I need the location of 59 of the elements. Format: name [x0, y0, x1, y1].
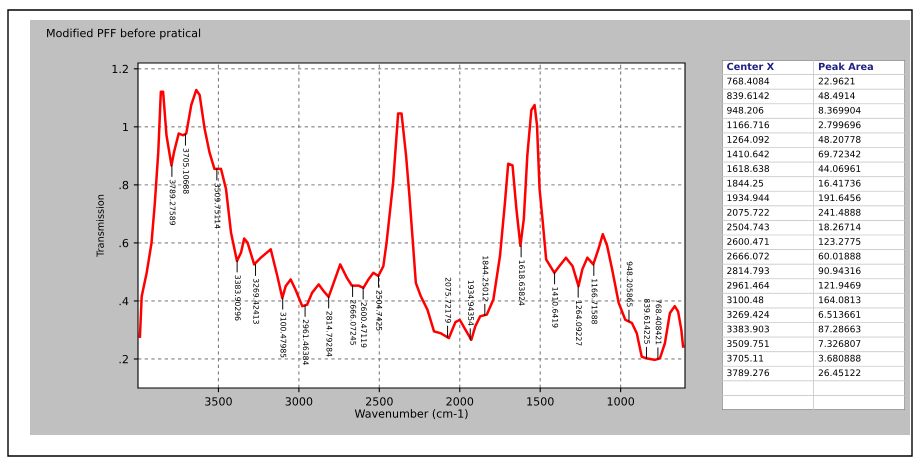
- category-label: 3100.48: [727, 296, 764, 304]
- data-label: 6.513661: [818, 311, 860, 318]
- data-label: 241.4888: [818, 208, 861, 216]
- x-tick-label: 2500: [366, 397, 393, 406]
- data-label: 16.41736: [819, 180, 861, 187]
- y-tick-label: 1.2: [112, 64, 128, 74]
- series-label: Peak Area: [818, 62, 873, 70]
- x-tick-label: 3500: [205, 397, 232, 406]
- category-label: 3383.903: [727, 326, 769, 332]
- category-label: 839.6142: [727, 92, 769, 100]
- data-label: 60.01888: [818, 252, 861, 260]
- category-label: 1618.638: [728, 165, 770, 172]
- y-tick-label: .6: [120, 238, 128, 248]
- x-tick-label: 1000: [608, 397, 634, 406]
- category-label: 1934.944: [728, 194, 770, 202]
- data-label: 164.0813: [819, 296, 860, 304]
- y-axis-title: Transmission: [96, 194, 104, 257]
- data-label: 8.369904: [818, 106, 861, 114]
- data-label: 2.799696: [818, 121, 861, 128]
- category-label: 948.206: [727, 106, 764, 114]
- category-label: 1166.716: [728, 121, 770, 128]
- category-label: 3705.11: [727, 354, 764, 362]
- x-tick-label: 1500: [527, 397, 554, 406]
- category-label: 3789.276: [727, 369, 770, 376]
- category-label: 2666.072: [727, 252, 769, 260]
- x-tick-label: 3000: [286, 397, 312, 406]
- data-label: 87.28663: [818, 326, 860, 332]
- data-label: 7.326807: [818, 340, 860, 347]
- category-label: 1844.25: [728, 180, 764, 187]
- category-label: 3269.424: [727, 311, 770, 318]
- category-label: 768.4084: [727, 78, 770, 84]
- y-tick-label: 1: [123, 122, 128, 132]
- data-label: 48.20778: [818, 136, 861, 143]
- data-label: 26.45122: [818, 369, 860, 376]
- x-axis-title: Wavenumber (cm-1): [354, 409, 468, 420]
- data-label: 123.2775: [819, 238, 860, 245]
- data-label: 121.9469: [819, 282, 861, 289]
- data-label: 3.680888: [818, 354, 861, 362]
- y-tick-label: .2: [120, 354, 128, 364]
- y-tick-label: .8: [120, 180, 128, 190]
- category-label: 1264.092: [728, 136, 769, 143]
- category-label: 1410.642: [728, 150, 769, 158]
- category-label: 3509.751: [727, 340, 769, 347]
- data-label: 69.72342: [818, 150, 860, 158]
- data-label: 44.06961: [818, 165, 860, 172]
- data-label: 18.26714: [819, 224, 861, 230]
- data-label: 48.4914: [818, 92, 855, 100]
- category-label: 2075.722: [727, 208, 769, 216]
- chart-title: Modified PFF before pratical: [47, 28, 200, 40]
- data-label: 191.6456: [819, 194, 861, 202]
- category-label: 2600.471: [727, 238, 769, 245]
- y-tick-label: .4: [120, 297, 128, 306]
- category-label: 2814.793: [727, 267, 769, 274]
- category-label: 2504.743: [727, 224, 769, 230]
- text: Center X: [727, 62, 774, 70]
- category-label: 2961.464: [727, 282, 770, 289]
- data-label: 90.94316: [818, 267, 861, 274]
- data-label: 22.9621: [818, 78, 855, 84]
- x-tick-label: 2000: [446, 397, 474, 406]
